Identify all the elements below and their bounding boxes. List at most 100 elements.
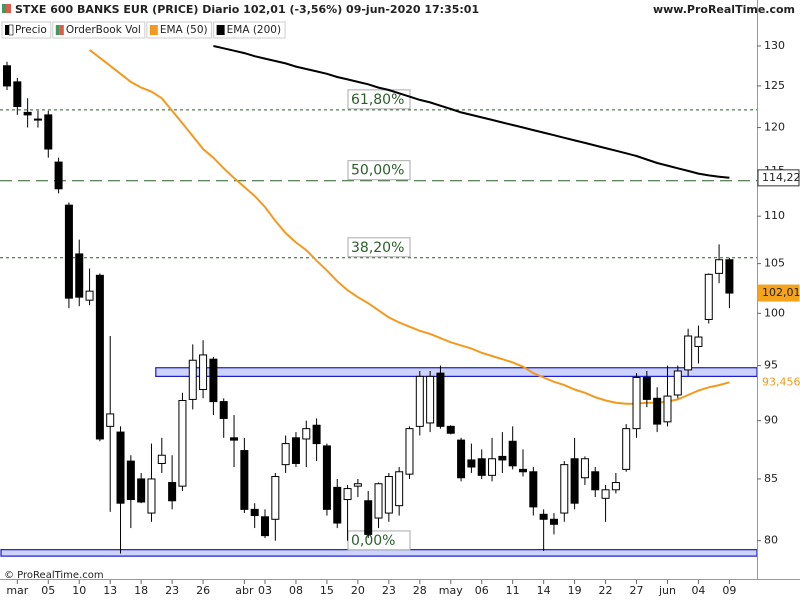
x-tick-label: abr: [235, 584, 254, 597]
candle-body: [467, 459, 476, 468]
legend-box: [146, 21, 213, 39]
candle-body: [508, 440, 517, 467]
candle-body: [395, 471, 404, 507]
candle-body: [415, 375, 424, 427]
candle-body: [168, 482, 177, 502]
x-tick-label: 10: [72, 584, 86, 597]
candle-body: [219, 401, 228, 419]
x-tick-label: 14: [537, 584, 551, 597]
candle-body: [302, 428, 311, 440]
x-tick-label: 23: [382, 584, 396, 597]
fibonacci-label: 50,00%: [351, 163, 404, 179]
candle-body: [591, 471, 600, 491]
axes: 80859095100105110115120125130mar05101318…: [6, 39, 800, 597]
candle-body: [271, 476, 280, 520]
header-icon: [6, 4, 11, 13]
legend-box: [52, 21, 146, 39]
candle-body: [663, 395, 672, 423]
legend-box: [213, 21, 286, 39]
candle-body: [364, 500, 373, 535]
candle-body: [498, 455, 507, 461]
candle-body: [291, 437, 300, 464]
legend-swatch: [8, 24, 14, 36]
support-zone: [155, 367, 757, 377]
last-value-box: [757, 284, 800, 302]
x-tick-label: 22: [599, 584, 613, 597]
y-tick-label: 120: [764, 121, 785, 134]
candle-body: [601, 489, 610, 499]
legend-swatch: [149, 25, 158, 35]
candle-body: [116, 431, 125, 504]
candle-body: [384, 476, 393, 514]
legend-item: Precio: [1, 21, 52, 39]
x-tick-label: 11: [506, 584, 520, 597]
candle-body: [178, 400, 187, 487]
candle-body: [199, 354, 208, 390]
candle-body: [622, 428, 631, 470]
candle-body: [673, 370, 682, 396]
candle-body: [157, 454, 166, 464]
ema-line: [88, 49, 730, 405]
x-tick-label: 03: [258, 584, 272, 597]
support-zone: [0, 549, 757, 557]
header: STXE 600 BANKS EUR (PRICE) Diario 102,01…: [0, 0, 795, 581]
candle-body: [611, 482, 620, 491]
candle-body: [106, 413, 115, 427]
x-tick-label: 04: [691, 584, 705, 597]
candle-body: [374, 483, 383, 519]
x-tick-label: 27: [630, 584, 644, 597]
candle-body: [44, 114, 53, 150]
x-tick-label: 09: [722, 584, 736, 597]
y-tick-label: 100: [764, 306, 785, 319]
candle-body: [426, 375, 435, 424]
x-tick-label: mar: [6, 584, 28, 597]
footer: © ProRealTime.com: [4, 570, 104, 581]
candle-body: [126, 460, 135, 501]
candle-body: [405, 428, 414, 475]
x-tick-label: 19: [568, 584, 582, 597]
x-tick-label: 26: [196, 584, 210, 597]
fibonacci-label: 61,80%: [351, 92, 404, 108]
x-tick-label: 06: [475, 584, 489, 597]
x-tick-label: jun: [658, 584, 676, 597]
candle-body: [64, 204, 73, 299]
last-value-label: 114,22: [762, 171, 800, 184]
candle-body: [725, 259, 734, 294]
header-bar: [0, 0, 757, 17]
x-tick-label: 13: [103, 584, 117, 597]
y-tick-label: 90: [764, 414, 778, 427]
candle-body: [529, 471, 538, 508]
legend-label: EMA (50): [160, 24, 208, 36]
legend-swatch: [55, 25, 60, 35]
candle-body: [715, 259, 724, 274]
candle-body: [147, 478, 156, 514]
candle-body: [477, 458, 486, 476]
candle-body: [519, 468, 527, 473]
candle-body: [653, 397, 662, 425]
candle-body: [684, 335, 693, 371]
last-value-box: [757, 169, 800, 187]
candle-body: [580, 458, 589, 479]
legend-label: OrderBook Vol: [66, 24, 141, 36]
y-tick-label: 80: [764, 534, 778, 547]
candle-body: [137, 478, 146, 503]
header-site[interactable]: www.ProRealTime.com: [653, 3, 795, 16]
fibonacci-label-box: [347, 160, 411, 181]
x-tick-label: 28: [413, 584, 427, 597]
candle-body: [261, 516, 269, 537]
candle-body: [632, 376, 641, 430]
y-tick-label: 105: [764, 257, 785, 270]
y-tick-label: 110: [764, 209, 785, 222]
candle-body: [209, 358, 218, 403]
legend-swatch: [59, 25, 64, 35]
candle-body: [539, 513, 548, 520]
legend-box: [1, 21, 52, 39]
candle-body: [75, 253, 84, 298]
candle-body: [488, 458, 497, 476]
candle-body: [560, 464, 569, 514]
fibonacci-label: 0,00%: [351, 533, 395, 549]
candle-body: [343, 488, 352, 501]
legend-swatch: [5, 25, 9, 35]
y-tick-label: 95: [764, 359, 778, 372]
candle-body: [3, 65, 11, 87]
